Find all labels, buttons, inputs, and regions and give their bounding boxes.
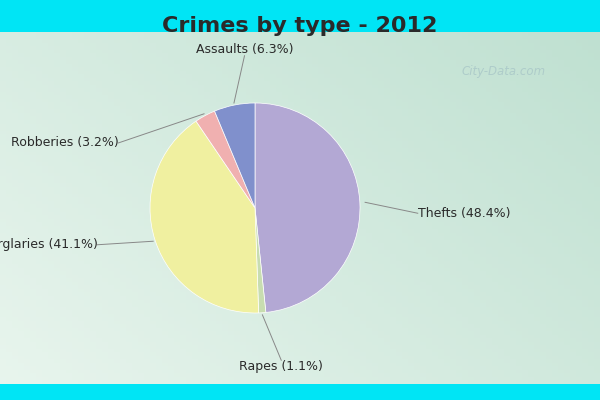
Text: Crimes by type - 2012: Crimes by type - 2012 xyxy=(163,16,437,36)
Wedge shape xyxy=(255,103,360,312)
Wedge shape xyxy=(150,121,259,313)
Wedge shape xyxy=(255,208,266,313)
Text: Thefts (48.4%): Thefts (48.4%) xyxy=(418,207,510,220)
Wedge shape xyxy=(215,103,255,208)
Text: City-Data.com: City-Data.com xyxy=(462,66,546,78)
Text: Burglaries (41.1%): Burglaries (41.1%) xyxy=(0,238,98,251)
Wedge shape xyxy=(196,111,255,208)
Text: Assaults (6.3%): Assaults (6.3%) xyxy=(196,43,293,56)
Text: Robberies (3.2%): Robberies (3.2%) xyxy=(11,136,119,150)
Text: Rapes (1.1%): Rapes (1.1%) xyxy=(239,360,323,373)
